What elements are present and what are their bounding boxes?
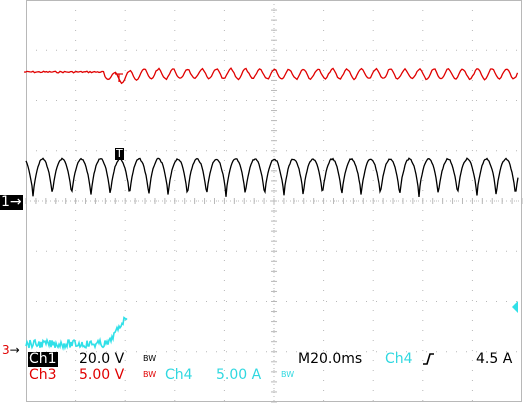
ch3-waveform <box>23 67 519 85</box>
arrow-right-icon: → <box>9 343 20 357</box>
arrow-right-icon: → <box>9 194 22 210</box>
ch1-scale: 20.0 V <box>79 351 125 367</box>
ch1-waveform <box>25 157 519 198</box>
timebase-readout: M20.0ms <box>298 351 363 367</box>
ch1-label: Ch1 <box>28 351 58 367</box>
ch3-ground-marker: 3→ <box>2 344 20 357</box>
trigger-source: Ch4 <box>385 351 413 367</box>
trigger-position-icon <box>115 73 123 82</box>
ch3-label: Ch3 <box>29 367 57 383</box>
ch4-bw-limit-icon: BW <box>281 370 295 379</box>
graticule <box>25 0 523 403</box>
ch4-waveform <box>25 316 128 352</box>
trigger-time-marker: T <box>115 148 124 160</box>
ch1-bw-limit-icon: BW <box>143 354 157 363</box>
ch3-marker-number: 3 <box>2 343 10 357</box>
trigger-level: 4.5 A <box>476 351 513 367</box>
ch3-bw-limit-icon: BW <box>143 370 157 379</box>
ch1-ground-marker: 1→ <box>0 195 23 210</box>
ch1-marker-number: 1 <box>1 194 10 210</box>
ch3-scale: 5.00 V <box>79 367 125 383</box>
ch4-label: Ch4 <box>165 367 193 383</box>
trigger-marker-label: T <box>116 147 123 160</box>
trigger-level-icon <box>512 301 518 313</box>
ch4-scale: 5.00 A <box>216 367 262 383</box>
